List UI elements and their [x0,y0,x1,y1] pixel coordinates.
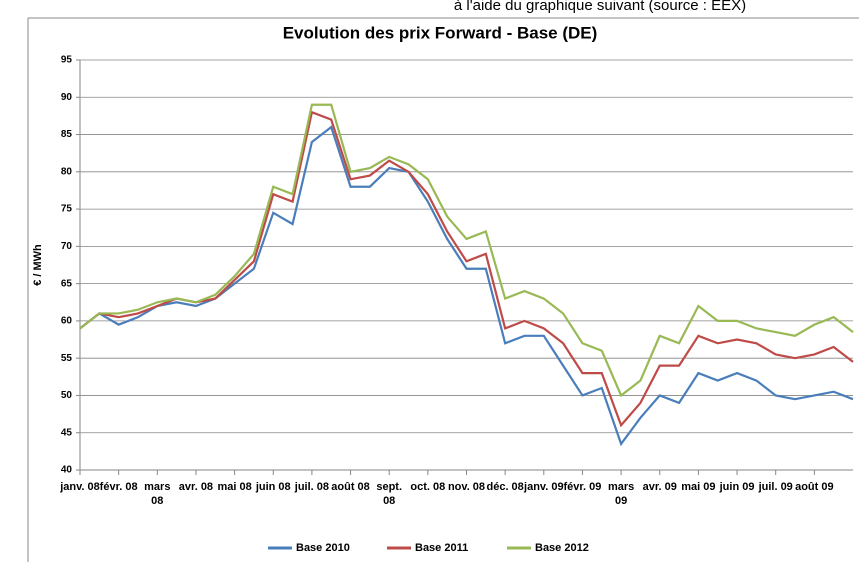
x-tick-label: juil. 08 [294,481,330,493]
y-tick-label: 70 [61,241,73,252]
x-tick-label: mars 08 [144,481,171,507]
y-tick-label: 40 [61,465,73,476]
x-tick-label: avr. 09 [642,481,677,493]
x-tick-label: avr. 08 [178,481,214,493]
x-tick-label: févr. 08 [99,481,138,493]
y-axis-title: € / MWh [32,244,44,286]
x-tick-label: mars 09 [607,481,635,507]
series-line [79,125,854,447]
x-tick-label: mai 08 [217,481,252,493]
x-tick-label: sept. 08 [376,481,403,507]
x-tick-label: août 08 [331,481,370,493]
y-tick-label: 90 [61,92,73,103]
x-tick-label: janv. 08 [60,481,100,493]
y-tick-label: 85 [61,129,73,140]
x-tick-label: nov. 08 [447,481,486,493]
series-line [79,103,854,398]
x-tick-label: mai 09 [681,481,716,493]
legend-label: Base 2011 [415,542,468,554]
y-tick-label: 95 [61,55,73,66]
header-text: à l'aide du graphique suivant (source : … [454,0,746,14]
y-tick-label: 75 [61,204,73,215]
x-tick-label: juin 08 [255,481,291,493]
y-tick-label: 60 [61,316,73,327]
x-tick-label: oct. 08 [410,481,446,493]
y-tick-label: 45 [61,427,73,438]
legend-label: Base 2012 [535,542,589,554]
y-tick-label: 55 [61,353,73,364]
x-tick-label: déc. 08 [486,481,524,493]
y-tick-label: 80 [61,166,73,177]
x-tick-label: janv. 09 [524,481,564,493]
y-tick-label: 50 [61,390,73,401]
x-tick-label: août 09 [795,481,834,493]
series-line [79,110,854,428]
y-tick-label: 65 [61,278,73,289]
x-tick-label: juin 09 [719,481,755,493]
x-tick-label: févr. 09 [563,481,602,493]
legend-label: Base 2010 [296,542,350,554]
x-tick-label: juil. 09 [758,481,793,493]
chart-title: Evolution des prix Forward - Base (DE) [283,23,598,42]
